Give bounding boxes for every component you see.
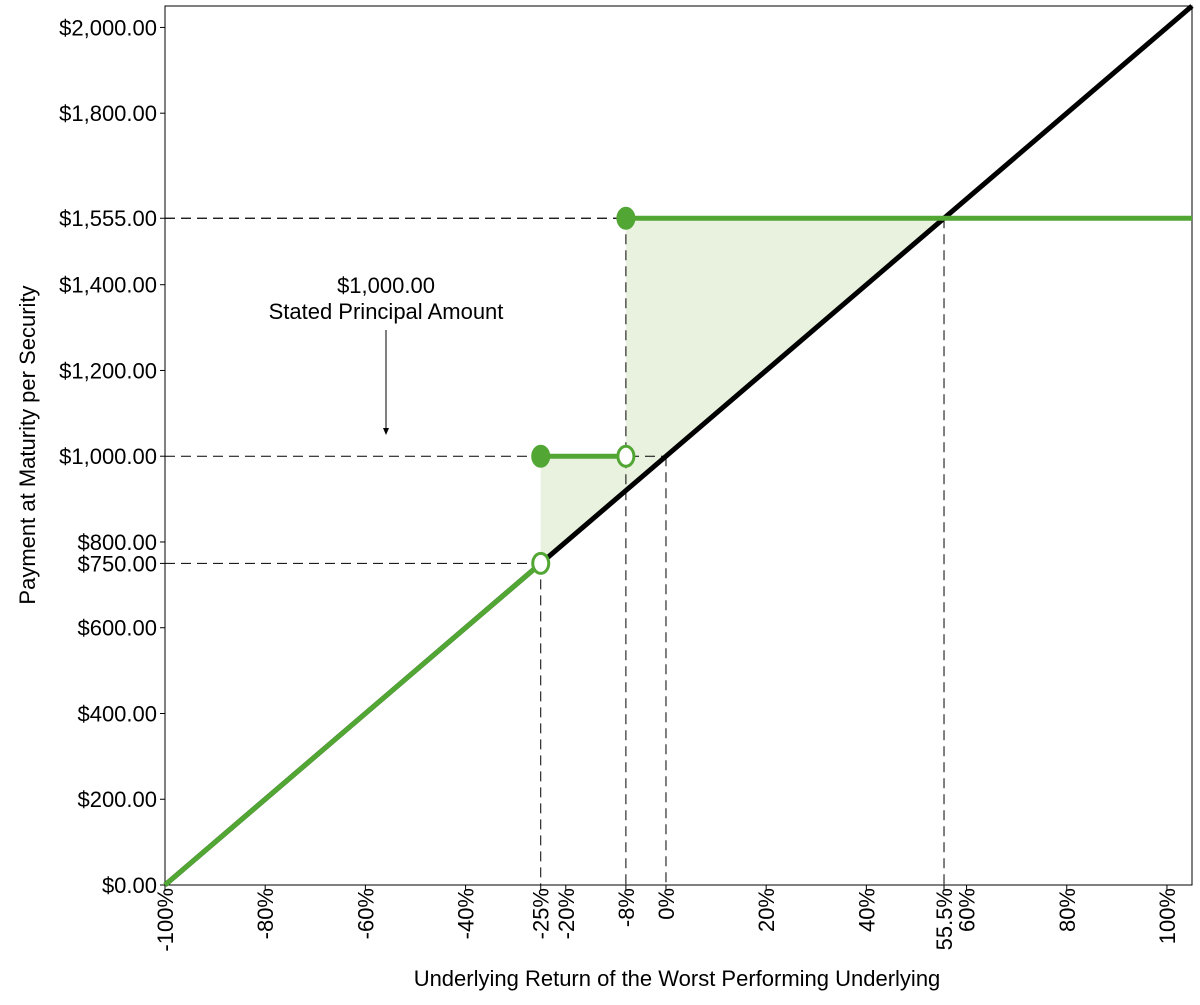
y-tick-label: $2,000.00 <box>59 15 157 40</box>
y-tick-label: $1,400.00 <box>59 273 157 298</box>
series-line <box>163 215 1192 887</box>
y-tick-label: $200.00 <box>77 787 157 812</box>
y-tick-label: $0.00 <box>102 873 157 898</box>
marker <box>531 444 551 468</box>
x-tick-label: -80% <box>253 888 278 939</box>
arrow-head <box>383 428 389 435</box>
marker <box>616 206 636 230</box>
y-tick-label: $1,200.00 <box>59 358 157 383</box>
x-tick-label: 55.5% <box>932 888 957 950</box>
y-tick-label: $800.00 <box>77 530 157 555</box>
y-tick-label: $1,800.00 <box>59 101 157 126</box>
marker <box>531 551 551 575</box>
y-tick-label: $600.00 <box>77 616 157 641</box>
marker <box>616 444 636 468</box>
y-axis-label: Payment at Maturity per Security <box>15 285 40 604</box>
y-tick-label: $1,000.00 <box>59 444 157 469</box>
annotation: Stated Principal Amount <box>269 299 504 324</box>
x-tick-label: 0% <box>654 888 679 920</box>
y-tick-label: $1,555.00 <box>59 206 157 231</box>
plot-frame <box>164 5 1193 886</box>
x-tick-label: 20% <box>754 888 779 932</box>
y-tick-label: $400.00 <box>77 701 157 726</box>
x-tick-label: -100% <box>153 888 178 952</box>
x-tick-label: -20% <box>554 888 579 939</box>
x-tick-label: 80% <box>1055 888 1080 932</box>
y-tick-label: $750.00 <box>77 551 157 576</box>
x-axis-label: Underlying Return of the Worst Performin… <box>414 966 941 991</box>
annotation: $1,000.00 <box>337 273 435 298</box>
x-tick-label: -60% <box>353 888 378 939</box>
x-tick-label: 60% <box>955 888 980 932</box>
x-tick-label: -40% <box>454 888 479 939</box>
x-tick-label: 100% <box>1155 888 1180 944</box>
x-tick-label: 40% <box>854 888 879 932</box>
x-tick-label: -25% <box>529 888 554 939</box>
x-tick-label: -8% <box>614 888 639 927</box>
